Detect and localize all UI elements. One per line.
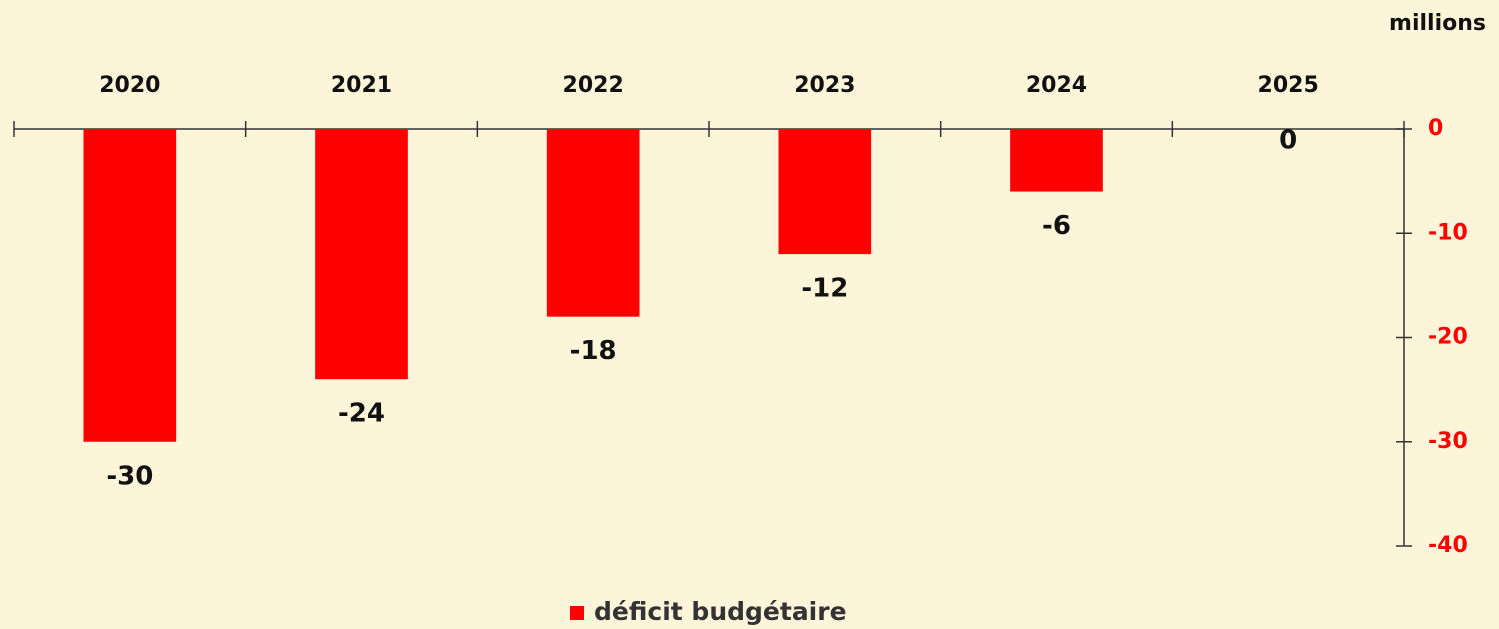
x-tick-label: 2021 [331,73,392,98]
y-tick-label: -40 [1428,533,1468,558]
x-tick-label: 2022 [563,73,624,98]
bar [546,129,640,317]
y-tick-label: -10 [1428,220,1468,245]
y-tick-label: 0 [1428,116,1443,141]
data-label: -30 [106,461,153,491]
y-tick-label: -20 [1428,325,1468,350]
y-axis-label: millions [1389,11,1486,36]
legend-swatch [570,606,584,620]
data-label: -6 [1042,211,1071,241]
x-tick-label: 2025 [1258,73,1319,98]
bar [315,129,408,380]
data-label: -24 [338,399,385,429]
data-label: 0 [1279,126,1297,156]
x-tick-label: 2024 [1026,73,1087,98]
bar [83,129,177,442]
x-tick-label: 2020 [99,73,160,98]
bar [778,129,872,255]
legend-label: déficit budgétaire [594,597,847,626]
bar [1010,129,1103,192]
x-tick-label: 2023 [794,73,855,98]
data-label: -12 [801,274,848,304]
data-label: -18 [570,336,617,366]
y-tick-label: -30 [1428,429,1468,454]
